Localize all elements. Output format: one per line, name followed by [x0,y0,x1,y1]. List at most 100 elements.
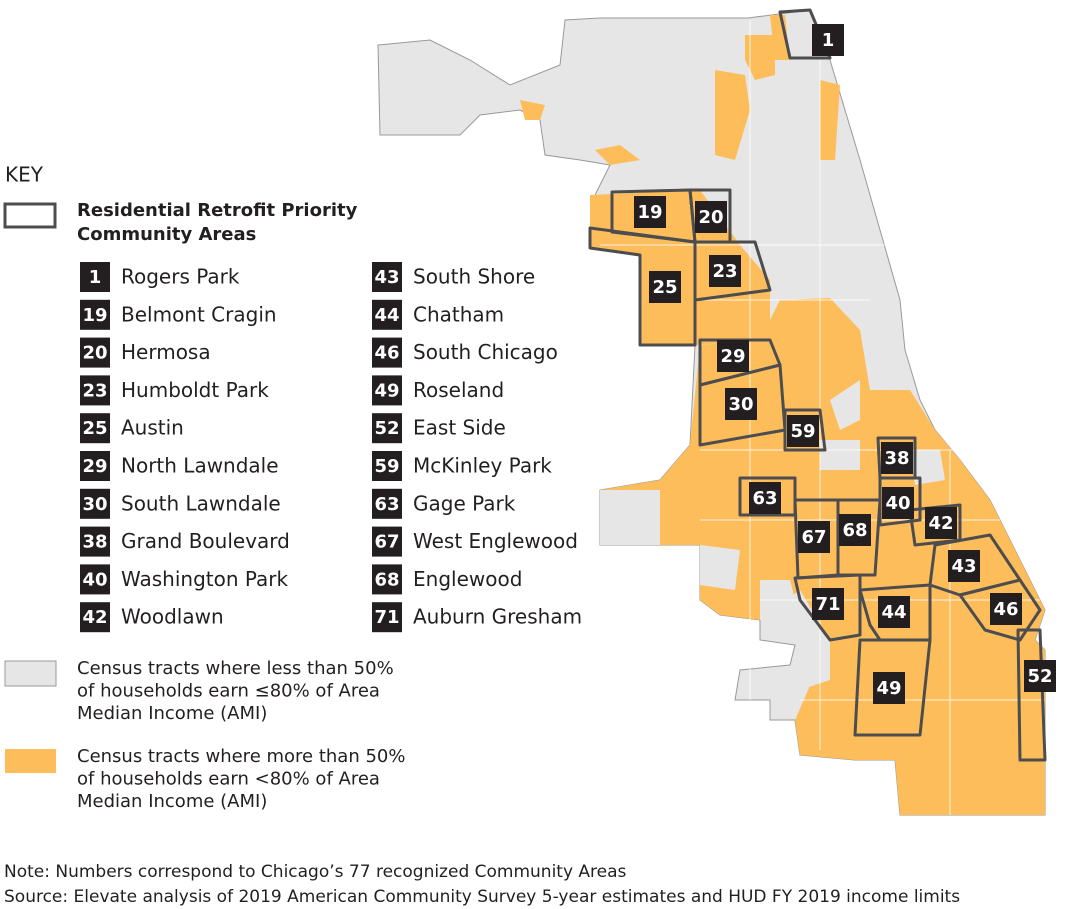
area-badge [80,375,110,406]
priority-label: Residential Retrofit Priority Community A… [77,200,358,245]
map-badge [725,388,757,420]
area-number: 63 [374,494,399,515]
area-badge [372,299,402,330]
map-badge [787,415,819,447]
map-number: 67 [801,527,826,548]
area-name: East Side [413,416,506,440]
area-number: 49 [374,380,399,401]
map-number: 1 [822,30,835,51]
map-number: 30 [728,394,753,415]
area-badge [372,602,402,633]
map-badge [717,340,749,372]
area-name: Chatham [413,302,504,326]
area-name: South Chicago [413,340,558,364]
area-number: 25 [82,418,107,439]
legend-text: of households earn ≤80% of Area [77,681,380,702]
area-name: North Lawndale [121,454,279,478]
area-name: Austin [121,416,184,440]
map-number: 29 [720,346,745,367]
map-number: 46 [993,599,1018,620]
area-badge [372,564,402,595]
area-name: Gage Park [413,491,516,515]
less-label: Census tracts where less than 50%of hous… [77,658,394,724]
map-number: 52 [1027,666,1052,687]
map-number: 71 [815,594,840,615]
area-number: 52 [374,418,399,439]
area-name: Englewood [413,567,522,591]
note: Note: Numbers correspond to Chicago’s 77… [4,862,627,882]
map-number: 68 [842,520,867,541]
legend-text: Median Income (AMI) [77,703,267,724]
area-badge [372,451,402,481]
area-number: 40 [82,569,107,590]
area-badge [80,262,110,292]
map-badge [709,255,741,287]
map: 1 19 20 23 25 29 30 38 40 42 43 44 46 49 52 59 63 67 68 71 [377,8,1056,816]
area-badge [80,451,110,481]
map-number: 42 [928,513,953,534]
area-name: Rogers Park [121,265,240,289]
gray-swatch [4,660,57,687]
area-number: 42 [82,607,107,628]
area-name: Grand Boulevard [121,529,290,553]
area-name: Auburn Gresham [413,605,582,629]
map-badge [812,24,844,56]
map-number: 59 [790,421,815,442]
area-name: South Lawndale [121,491,281,515]
map-badge [881,442,913,474]
map-badge [882,487,914,519]
area-number: 71 [374,607,399,628]
map-number: 23 [712,261,737,282]
area-number: 30 [82,494,107,515]
map-badge [873,672,905,704]
legend: KEY Residential Retrofit Priority Communi… [3,163,582,812]
key-title: KEY [5,163,44,187]
area-number: 29 [82,456,107,477]
area-badge [372,337,402,368]
area-number: 67 [374,532,399,553]
area-badge [372,526,402,557]
area-number: 19 [82,305,107,326]
orange-swatch [5,749,56,773]
priority-swatch [3,202,57,229]
area-number: 38 [82,532,107,553]
map-badge [878,596,910,628]
area-badge [80,602,110,633]
map-badge [749,482,781,514]
map-number: 44 [881,602,906,623]
map-badge [839,514,871,546]
area-name: Woodlawn [121,605,224,629]
area-name: Belmont Cragin [121,302,277,326]
area-name: McKinley Park [413,454,552,478]
area-badge [80,337,110,368]
area-name: West Englewood [413,529,578,553]
area-badge [372,488,402,519]
area-badge [372,262,402,292]
gray-patches [600,380,945,690]
map-number: 40 [885,493,910,514]
legend-text: of households earn <80% of Area [77,769,380,790]
area-number: 43 [374,267,399,288]
area-name: South Shore [413,265,535,289]
map-badge [1024,660,1056,692]
area-number: 46 [374,343,399,364]
legend-text: Census tracts where more than 50% [77,746,405,767]
map-badge [798,521,830,553]
area-name: Roseland [413,378,504,402]
area-name: Hermosa [121,340,211,364]
area-number: 44 [374,305,399,326]
map-badge [948,550,980,582]
area-number: 23 [82,380,107,401]
orange-tracts [520,15,1045,815]
community-area-outlines [588,8,1047,762]
area-badge [80,488,110,519]
area-badge [80,526,110,557]
area-number: 1 [89,267,102,288]
map-number: 38 [884,448,909,469]
area-name: Humboldt Park [121,378,269,402]
area-number: 68 [374,569,399,590]
map-number: 63 [752,488,777,509]
map-badge [925,507,957,539]
legend-text: Census tracts where less than 50% [77,658,394,679]
map-badge [990,593,1022,625]
